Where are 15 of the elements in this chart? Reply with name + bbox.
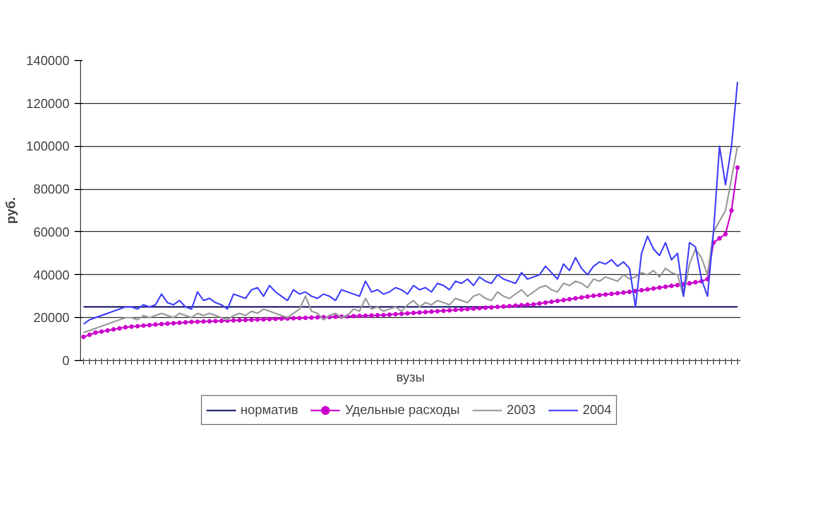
x-axis-title: вузы: [396, 370, 425, 384]
y-tick-label: 80000: [33, 182, 70, 197]
legend-label: 2004: [582, 402, 612, 417]
y-tick-label: 20000: [33, 310, 70, 326]
y-tick-label: 60000: [33, 224, 70, 240]
legend-label: 2003: [506, 402, 536, 417]
y-tick-label: 140000: [26, 53, 70, 68]
y-tick-label: 100000: [26, 138, 70, 154]
y-tick-label: 0: [62, 353, 70, 368]
legend-label: норматив: [240, 402, 298, 417]
y-axis-title: руб.: [3, 197, 18, 224]
legend-label: Удельные расходы: [345, 402, 460, 417]
line-series: [82, 81, 738, 325]
y-tick-label: 40000: [33, 267, 70, 282]
y-tick-label: 120000: [26, 96, 70, 111]
